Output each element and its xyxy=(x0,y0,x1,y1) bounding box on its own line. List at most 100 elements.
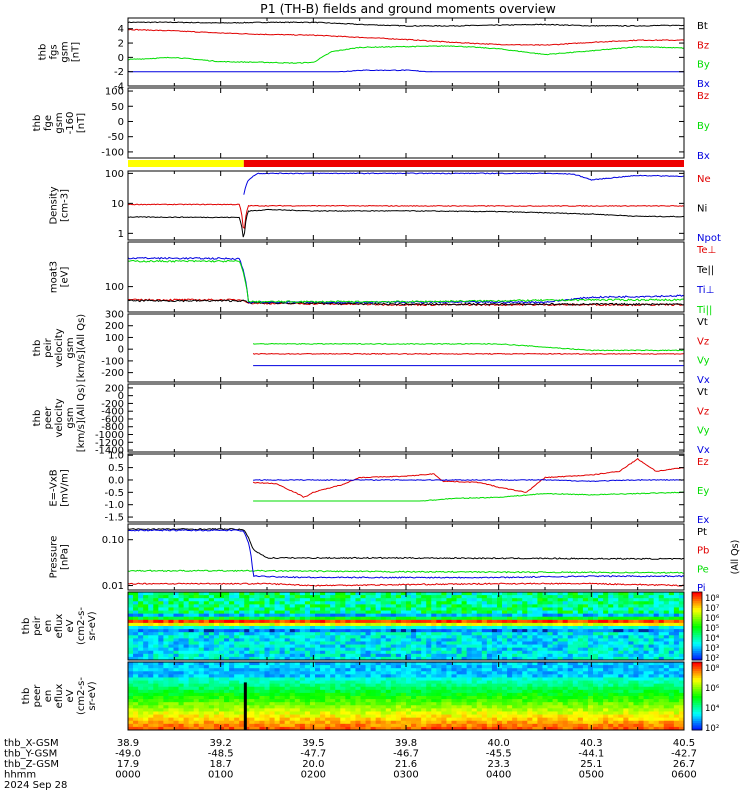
spectrogram-cell xyxy=(284,644,291,649)
spectrogram-cell xyxy=(582,699,589,703)
y-label-line: [nT] xyxy=(76,113,87,133)
spectrogram-cell xyxy=(229,680,235,685)
spectrogram-cell xyxy=(315,686,321,691)
spectrogram-cell xyxy=(345,723,351,728)
spectrogram-cell xyxy=(628,616,634,621)
spectrogram-cell xyxy=(411,629,417,633)
series-line-Pe xyxy=(128,569,684,574)
spectrogram-cell xyxy=(668,592,675,596)
spectrogram-cell xyxy=(658,647,665,652)
spectrogram-cell xyxy=(148,653,154,658)
spectrogram-cell xyxy=(183,622,190,627)
spectrogram-cell xyxy=(264,702,270,706)
spectrogram-cell xyxy=(491,711,498,715)
spectrogram-cell xyxy=(239,671,245,675)
spectrogram-cell xyxy=(532,641,538,645)
spectrogram-cell xyxy=(446,717,452,722)
spectrogram-cell xyxy=(128,686,134,691)
spectrogram-cell xyxy=(274,650,281,655)
spectrogram-cell xyxy=(385,708,392,712)
spectrogram-cell xyxy=(582,622,589,627)
spectrogram-cell xyxy=(547,613,553,618)
spectrogram-cell xyxy=(603,595,609,599)
spectrogram-cell xyxy=(466,647,473,652)
spectrogram-cell xyxy=(587,683,594,688)
spectrogram-cell xyxy=(502,622,508,627)
spectrogram-cell xyxy=(173,726,179,731)
spectrogram-cell xyxy=(486,662,493,666)
spectrogram-cell xyxy=(294,644,301,649)
spectrogram-cell xyxy=(234,644,240,649)
spectrogram-cell xyxy=(471,665,478,669)
spectrogram-cell xyxy=(158,723,164,728)
spectrogram-cell xyxy=(355,647,361,652)
spectrogram-cell xyxy=(502,653,508,658)
colorbar-step xyxy=(692,621,702,625)
spectrogram-cell xyxy=(572,607,579,611)
spectrogram-cell xyxy=(173,598,179,602)
spectrogram-cell xyxy=(168,604,174,608)
spectrogram-cell xyxy=(380,686,387,691)
spectrogram-cell xyxy=(133,613,139,618)
spectrogram-cell xyxy=(507,592,513,596)
spectrogram-cell xyxy=(239,619,245,624)
spectrogram-cell xyxy=(299,622,306,627)
spectrogram-cell xyxy=(431,683,437,688)
spectrogram-cell xyxy=(375,644,382,649)
spectrogram-cell xyxy=(385,595,392,599)
spectrogram-cell xyxy=(274,622,281,627)
spectrogram-cell xyxy=(304,638,311,642)
spectrogram-cell xyxy=(289,723,296,728)
spectrogram-cell xyxy=(406,683,412,688)
spectrogram-cell xyxy=(537,616,543,621)
spectrogram-cell xyxy=(173,689,179,694)
spectrogram-cell xyxy=(244,662,250,666)
spectrogram-cell xyxy=(668,622,675,627)
spectrogram-cell xyxy=(320,607,326,611)
spectrogram-cell xyxy=(416,714,422,719)
spectrogram-cell xyxy=(456,723,462,728)
spectrogram-cell xyxy=(466,635,473,639)
spectrogram-cell xyxy=(299,717,306,722)
spectrogram-cell xyxy=(168,656,174,661)
spectrogram-cell xyxy=(269,626,275,630)
spectrogram-cell xyxy=(274,656,281,661)
spectrogram-cell xyxy=(527,610,533,615)
spectrogram-cell xyxy=(527,723,533,728)
spectrogram-cell xyxy=(269,696,275,700)
spectrogram-cell xyxy=(203,632,210,636)
colorbar-step xyxy=(692,594,702,598)
spectrogram-cell xyxy=(335,702,341,706)
spectrogram-cell xyxy=(234,629,240,633)
spectrogram-cell xyxy=(527,720,533,725)
spectrogram-cell xyxy=(623,626,629,630)
spectrogram-cell xyxy=(320,616,326,621)
spectrogram-cell xyxy=(466,592,473,596)
spectrogram-cell xyxy=(193,665,200,669)
spectrogram-cell xyxy=(416,668,422,672)
spectrogram-cell xyxy=(451,619,457,624)
spectrogram-cell xyxy=(517,677,523,681)
spectrogram-cell xyxy=(481,717,488,722)
spectrogram-cell xyxy=(598,616,604,621)
spectrogram-cell xyxy=(375,662,382,666)
spectrogram-cell xyxy=(299,692,306,697)
y-tick-label: 0.01 xyxy=(102,581,124,592)
spectrogram-cell xyxy=(643,641,650,645)
spectrogram-cell xyxy=(562,607,569,611)
spectrogram-cell xyxy=(587,692,594,697)
spectrogram-cell xyxy=(315,610,321,615)
spectrogram-cell xyxy=(229,601,235,605)
spectrogram-cell xyxy=(330,711,336,715)
spectrogram-cell xyxy=(436,705,442,709)
spectrogram-cell xyxy=(426,626,432,630)
spectrogram-cell xyxy=(183,662,190,666)
spectrogram-cell xyxy=(436,696,442,700)
spectrogram-cell xyxy=(507,714,513,719)
spectrogram-cell xyxy=(133,702,139,706)
spectrogram-cell xyxy=(471,686,478,691)
spectrogram-cell xyxy=(658,601,665,605)
spectrogram-cell xyxy=(411,677,417,681)
spectrogram-cell xyxy=(340,622,346,627)
spectrogram-cell xyxy=(249,671,255,675)
